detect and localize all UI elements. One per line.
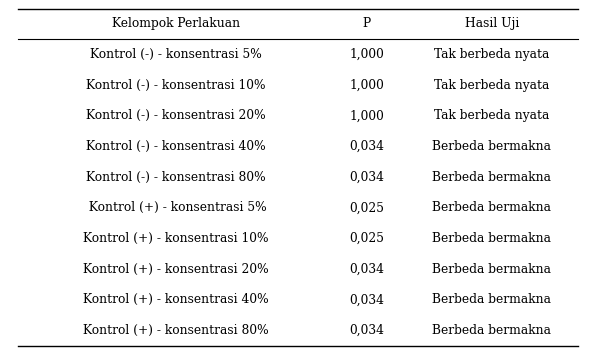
Text: 0,025: 0,025 xyxy=(349,201,384,214)
Text: Kontrol (-) - konsentrasi 5%: Kontrol (-) - konsentrasi 5% xyxy=(90,48,262,61)
Text: 0,034: 0,034 xyxy=(349,293,384,306)
Text: Kontrol (+) - konsentrasi 20%: Kontrol (+) - konsentrasi 20% xyxy=(83,262,269,276)
Text: 1,000: 1,000 xyxy=(349,48,384,61)
Text: Kontrol (+) - konsentrasi 80%: Kontrol (+) - konsentrasi 80% xyxy=(83,324,269,337)
Text: Berbeda bermakna: Berbeda bermakna xyxy=(432,232,551,245)
Text: Kelompok Perlakuan: Kelompok Perlakuan xyxy=(112,18,240,30)
Text: 0,025: 0,025 xyxy=(349,232,384,245)
Text: 0,034: 0,034 xyxy=(349,324,384,337)
Text: Kontrol (-) - konsentrasi 80%: Kontrol (-) - konsentrasi 80% xyxy=(86,171,266,184)
Text: Berbeda bermakna: Berbeda bermakna xyxy=(432,171,551,184)
Text: Berbeda bermakna: Berbeda bermakna xyxy=(432,201,551,214)
Text: Kontrol (-) - konsentrasi 10%: Kontrol (-) - konsentrasi 10% xyxy=(86,79,266,92)
Text: Kontrol (+) - konsentrasi 40%: Kontrol (+) - konsentrasi 40% xyxy=(83,293,269,306)
Text: Tak berbeda nyata: Tak berbeda nyata xyxy=(434,79,550,92)
Text: P: P xyxy=(362,18,371,30)
Text: 0,034: 0,034 xyxy=(349,262,384,276)
Text: 1,000: 1,000 xyxy=(349,79,384,92)
Text: Kontrol (-) - konsentrasi 20%: Kontrol (-) - konsentrasi 20% xyxy=(86,109,266,122)
Text: Tak berbeda nyata: Tak berbeda nyata xyxy=(434,48,550,61)
Text: Tak berbeda nyata: Tak berbeda nyata xyxy=(434,109,550,122)
Text: Kontrol (+) - konsentrasi 10%: Kontrol (+) - konsentrasi 10% xyxy=(83,232,269,245)
Text: Berbeda bermakna: Berbeda bermakna xyxy=(432,293,551,306)
Text: Hasil Uji: Hasil Uji xyxy=(464,18,519,30)
Text: Berbeda bermakna: Berbeda bermakna xyxy=(432,324,551,337)
Text: Kontrol (+) - konsentrasi 5%: Kontrol (+) - konsentrasi 5% xyxy=(85,201,266,214)
Text: 0,034: 0,034 xyxy=(349,140,384,153)
Text: 1,000: 1,000 xyxy=(349,109,384,122)
Text: Kontrol (-) - konsentrasi 40%: Kontrol (-) - konsentrasi 40% xyxy=(86,140,266,153)
Text: Berbeda bermakna: Berbeda bermakna xyxy=(432,262,551,276)
Text: 0,034: 0,034 xyxy=(349,171,384,184)
Text: Berbeda bermakna: Berbeda bermakna xyxy=(432,140,551,153)
